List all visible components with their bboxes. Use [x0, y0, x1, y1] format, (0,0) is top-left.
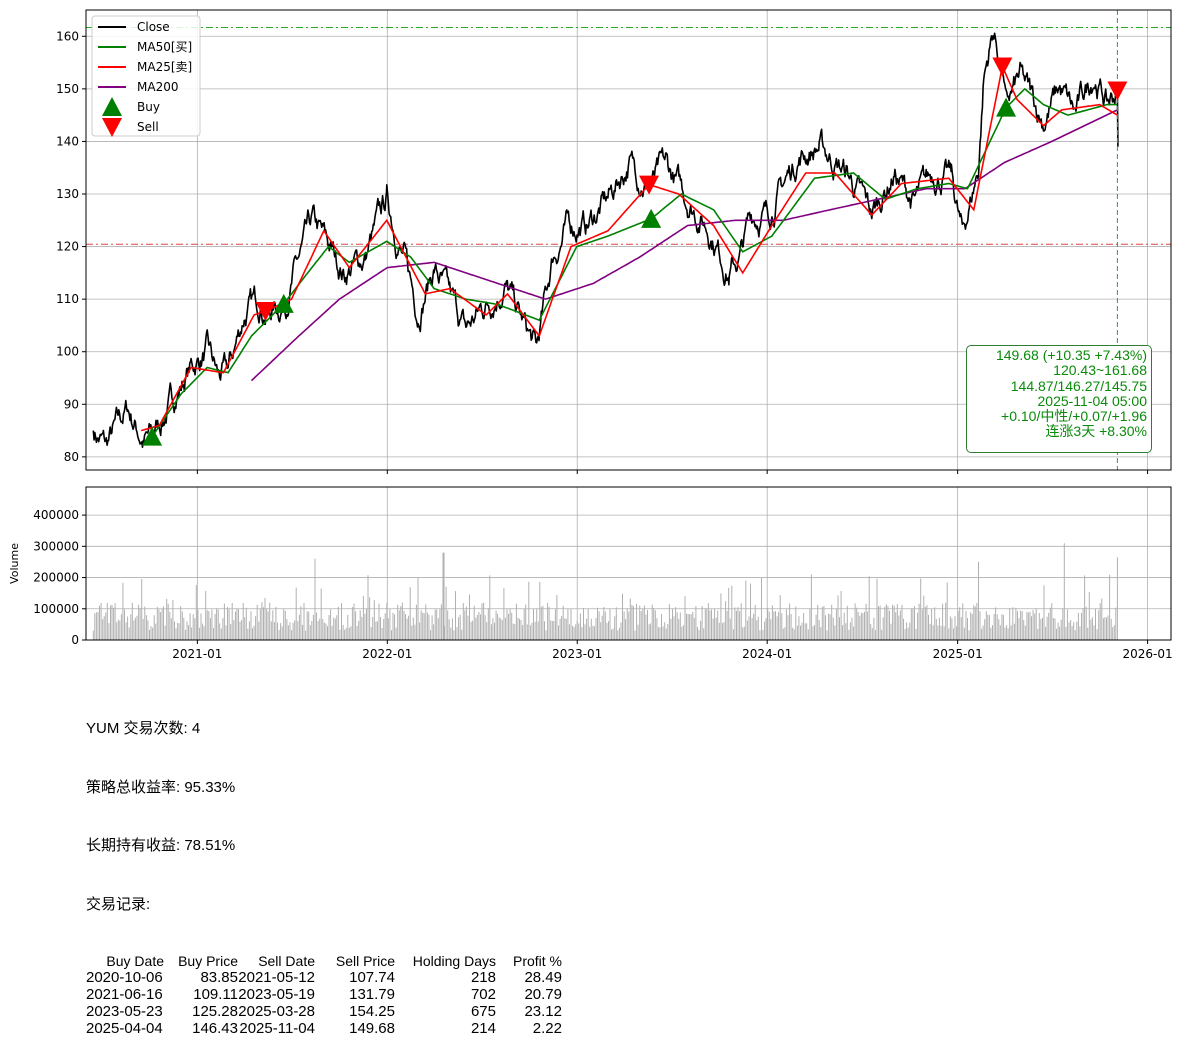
table-row: 2020-10-06 83.85 2021-05-12 107.74 218 28.49 — [86, 969, 562, 986]
summary-hold-return: 长期持有收益: 78.51% — [86, 837, 236, 854]
sell-marker — [639, 175, 660, 195]
volume-xtick-label: 2022-01 — [362, 647, 412, 661]
price-legend: Close MA50[买] MA25[卖] MA200 Buy Sell — [91, 15, 201, 137]
volume-ytick-label: 200000 — [33, 571, 79, 585]
buy-marker — [273, 293, 294, 313]
table-cell: 109.11 — [193, 986, 238, 1003]
trade-records-table: Buy Date Buy Price Sell Date Sell Price … — [86, 953, 562, 1037]
volume-panel: 0 100000 200000 300000 400000 2021-01 2022-01 2… — [8, 486, 1173, 661]
buy-marker — [996, 97, 1017, 117]
volume-xtick-label: 2023-01 — [552, 647, 602, 661]
table-cell: 702 — [470, 986, 496, 1003]
col-sell-price: Sell Price — [335, 953, 395, 969]
table-row: 2025-04-04 146.43 2025-11-04 149.68 214 2.22 — [86, 1020, 562, 1037]
col-holding-days: Holding Days — [412, 953, 496, 969]
volume-xtick-label: 2021-01 — [172, 647, 222, 661]
price-ytick-label: 110 — [56, 292, 79, 306]
legend-label: MA25[卖] — [137, 60, 192, 74]
table-cell: 28.49 — [524, 969, 562, 986]
table-cell: 107.74 — [349, 969, 395, 986]
table-cell: 675 — [470, 1003, 496, 1020]
col-profit: Profit % — [512, 953, 562, 969]
table-row: 2021-06-16 109.11 2023-05-19 131.79 702 20.79 — [86, 986, 562, 1003]
sell-marker — [1107, 81, 1128, 101]
volume-bars — [92, 543, 1118, 640]
sell-marker — [255, 302, 276, 322]
price-ytick-label: 120 — [56, 240, 79, 254]
volume-axis-label: Volume — [8, 543, 21, 584]
legend-buy-marker — [102, 97, 122, 116]
price-ytick-label: 140 — [56, 134, 79, 148]
table-cell: 214 — [470, 1020, 496, 1037]
price-info-annotation: 149.68 (+10.35 +7.43%) 120.43~161.68 144… — [966, 345, 1152, 453]
legend-sell-marker — [102, 118, 122, 137]
close-series-line — [92, 32, 1119, 448]
volume-ytick-label: 0 — [71, 633, 79, 647]
table-cell: 131.79 — [349, 986, 395, 1003]
price-ytick-label: 130 — [56, 187, 79, 201]
table-cell: 23.12 — [524, 1003, 562, 1020]
volume-xtick-label: 2025-01 — [933, 647, 983, 661]
ma200-series-line — [250, 109, 1118, 382]
table-cell: 2023-05-23 — [86, 1003, 163, 1020]
price-ytick-label: 100 — [56, 345, 79, 359]
volume-axes-frame — [85, 486, 1172, 641]
legend-label: MA200 — [137, 80, 178, 94]
trade-summary: YUM 交易次数: 4 策略总收益率: 95.33% 长期持有收益: 78.51… — [86, 680, 562, 1057]
price-panel: 80 90 100 110 120 130 140 150 160 Close MA50[买] MA2… — [56, 9, 1172, 474]
volume-ytick-label: 300000 — [33, 539, 79, 553]
volume-xtick-label: 2026-01 — [1123, 647, 1173, 661]
legend-label: Buy — [137, 100, 160, 114]
info-line-price: 149.68 (+10.35 +7.43%) — [995, 347, 1147, 363]
sell-marker — [992, 57, 1013, 77]
price-ytick-label: 150 — [56, 82, 79, 96]
info-line-ma: 144.87/146.27/145.75 — [1010, 377, 1147, 394]
price-ytick-label: 160 — [56, 29, 79, 43]
table-row: 2023-05-23 125.28 2025-03-28 154.25 675 23.12 — [86, 1003, 562, 1020]
info-line-indicators: +0.10/中性/+0.07/+1.96 — [1001, 408, 1147, 425]
buy-marker — [641, 208, 662, 228]
col-sell-date: Sell Date — [258, 953, 315, 969]
buy-marker — [142, 426, 163, 446]
table-cell: 20.79 — [524, 986, 562, 1003]
table-header-row: Buy Date Buy Price Sell Date Sell Price … — [86, 953, 562, 969]
table-cell: 2021-05-12 — [238, 969, 315, 986]
table-cell: 83.85 — [200, 969, 238, 986]
volume-ytick-label: 100000 — [33, 602, 79, 616]
info-line-datetime: 2025-11-04 05:00 — [1037, 392, 1148, 409]
table-cell: 2021-06-16 — [86, 986, 163, 1003]
table-cell: 149.68 — [349, 1020, 395, 1037]
table-cell: 2025-11-04 — [239, 1020, 315, 1037]
table-cell: 2020-10-06 — [86, 969, 163, 986]
col-buy-date: Buy Date — [106, 953, 164, 969]
table-cell: 2023-05-19 — [238, 986, 315, 1003]
chart-figure: 80 90 100 110 120 130 140 150 160 Close MA50[买] MA2… — [8, 9, 1173, 661]
table-cell: 146.43 — [192, 1020, 238, 1037]
volume-xtick-label: 2024-01 — [742, 647, 792, 661]
legend-label: Sell — [137, 120, 159, 134]
legend-label: MA50[买] — [137, 40, 192, 54]
legend-label: Close — [137, 20, 170, 34]
table-cell: 125.28 — [192, 1003, 238, 1020]
table-cell: 2.22 — [532, 1020, 562, 1037]
price-ytick-label: 80 — [64, 450, 79, 464]
volume-ytick-label: 400000 — [33, 508, 79, 522]
summary-strategy-return: 策略总收益率: 95.33% — [86, 778, 236, 796]
table-cell: 2025-04-04 — [86, 1020, 163, 1037]
price-ytick-label: 90 — [64, 397, 79, 411]
ma25-series-line — [140, 63, 1118, 432]
col-buy-price: Buy Price — [178, 953, 238, 969]
table-cell: 154.25 — [349, 1003, 395, 1020]
table-cell: 218 — [470, 969, 496, 986]
info-line-streak: 连涨3天 +8.30% — [1045, 423, 1147, 440]
price-axes-frame — [85, 9, 1172, 471]
summary-records-label: 交易记录: — [86, 895, 151, 913]
summary-title: YUM 交易次数: 4 — [86, 720, 201, 737]
info-line-range: 120.43~161.68 — [1053, 362, 1147, 379]
table-cell: 2025-03-28 — [238, 1003, 315, 1020]
